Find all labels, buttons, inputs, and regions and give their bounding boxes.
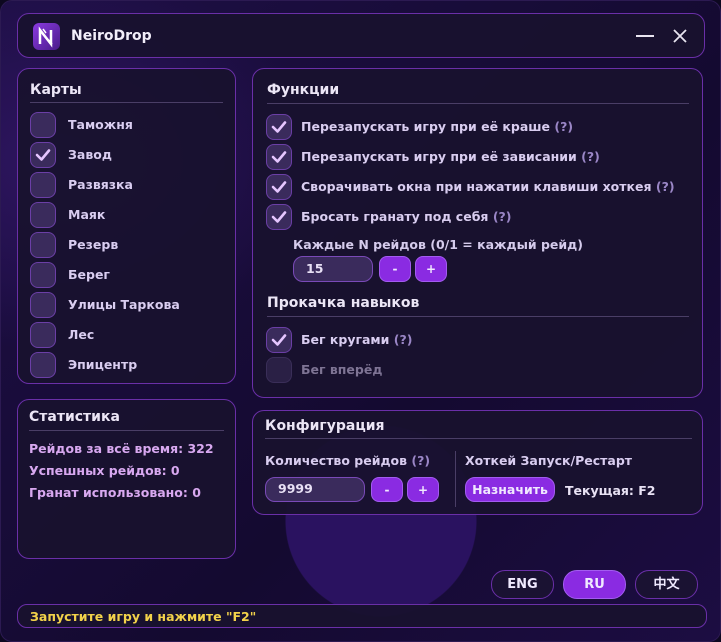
close-icon[interactable] [672,28,688,44]
function-item-label: Перезапускать игру при её зависании (?) [301,149,600,164]
stat-total-raids: Рейдов за всё время: 322 [29,441,214,456]
function-item-checkbox[interactable] [266,144,292,170]
raids-plus-button[interactable]: + [407,477,439,502]
function-item-label: Сворачивать окна при нажатии клавиши хот… [301,179,675,194]
functions-title: Функции [267,82,340,98]
neirodrop-logo [33,23,60,50]
map-item-label: Берег [68,267,110,282]
divider [30,102,223,103]
status-bar: Запустите игру и нажмите "F2" [17,604,707,628]
function-item-label: Бросать гранату под себя (?) [301,209,512,224]
stats-panel: Статистика Рейдов за всё время: 322 Успе… [17,399,236,559]
map-item-label: Таможня [68,117,133,132]
help-icon[interactable]: (?) [492,209,512,224]
map-item-checkbox[interactable] [30,232,56,258]
language-button-1[interactable]: RU [563,570,626,599]
checkmark-icon [271,181,287,193]
divider [265,438,692,439]
help-icon[interactable]: (?) [655,179,675,194]
function-item-checkbox[interactable] [266,174,292,200]
stat-successful-raids: Успешных рейдов: 0 [29,463,180,478]
raids-count-label: Количество рейдов (?) [265,453,431,468]
map-item-checkbox[interactable] [30,172,56,198]
skills-title: Прокачка навыков [267,295,420,311]
help-icon[interactable]: (?) [411,453,431,468]
every-n-plus-button[interactable]: + [415,256,447,282]
title-bar: NeiroDrop [17,13,705,58]
every-n-label: Каждые N рейдов (0/1 = каждый рейд) [293,237,583,252]
map-item-label: Маяк [68,207,106,222]
maps-title: Карты [30,82,82,98]
config-panel: Конфигурация Количество рейдов (?) 9999 … [252,410,703,515]
skill-item-label: Бег вперёд [301,362,383,377]
map-item-label: Лес [68,327,95,342]
map-item-checkbox[interactable] [30,202,56,228]
raids-minus-button[interactable]: - [371,477,403,502]
function-item-checkbox[interactable] [266,204,292,230]
map-item-checkbox[interactable] [30,352,56,378]
help-icon[interactable]: (?) [581,149,600,164]
raids-count-input[interactable]: 9999 [265,477,365,502]
map-item-checkbox[interactable] [30,142,56,168]
config-title: Конфигурация [265,418,385,434]
checkmark-icon [271,121,287,133]
stats-title: Статистика [29,409,120,425]
map-item-label: Развязка [68,177,133,192]
function-item-checkbox[interactable] [266,114,292,140]
map-item-checkbox[interactable] [30,322,56,348]
minimize-icon[interactable] [636,35,654,37]
function-item-label: Перезапускать игру при её краше (?) [301,119,574,134]
map-item-label: Завод [68,147,112,162]
stat-grenades-used: Гранат использовано: 0 [29,485,201,500]
skill-item-checkbox[interactable] [266,357,292,383]
map-item-label: Эпицентр [68,357,138,372]
every-n-input[interactable]: 15 [293,256,373,282]
divider [267,103,689,104]
skill-item-label: Бег кругами (?) [301,332,413,347]
app-title: NeiroDrop [71,28,152,44]
vertical-divider [455,451,456,507]
checkmark-icon [35,149,51,161]
language-button-2[interactable]: 中文 [635,570,698,599]
checkmark-icon [271,334,287,346]
checkmark-icon [271,211,287,223]
maps-panel: Карты Таможня Завод Развязка Маяк Резерв Бере… [17,68,236,384]
checkmark-icon [271,151,287,163]
current-hotkey: Текущая: F2 [565,483,656,498]
help-icon[interactable]: (?) [393,332,413,347]
map-item-checkbox[interactable] [30,112,56,138]
hotkey-label: Хоткей Запуск/Рестарт [465,453,633,468]
skill-item-checkbox[interactable] [266,327,292,353]
divider [29,430,224,431]
functions-panel: Функции Перезапускать игру при её краше … [252,68,703,398]
map-item-label: Улицы Таркова [68,297,180,312]
every-n-minus-button[interactable]: - [379,256,411,282]
help-icon[interactable]: (?) [554,119,574,134]
status-text: Запустите игру и нажмите "F2" [30,609,257,624]
assign-hotkey-button[interactable]: Назначить [465,477,555,502]
divider [267,316,689,317]
map-item-checkbox[interactable] [30,262,56,288]
map-item-label: Резерв [68,237,119,252]
map-item-checkbox[interactable] [30,292,56,318]
language-button-0[interactable]: ENG [491,570,554,599]
